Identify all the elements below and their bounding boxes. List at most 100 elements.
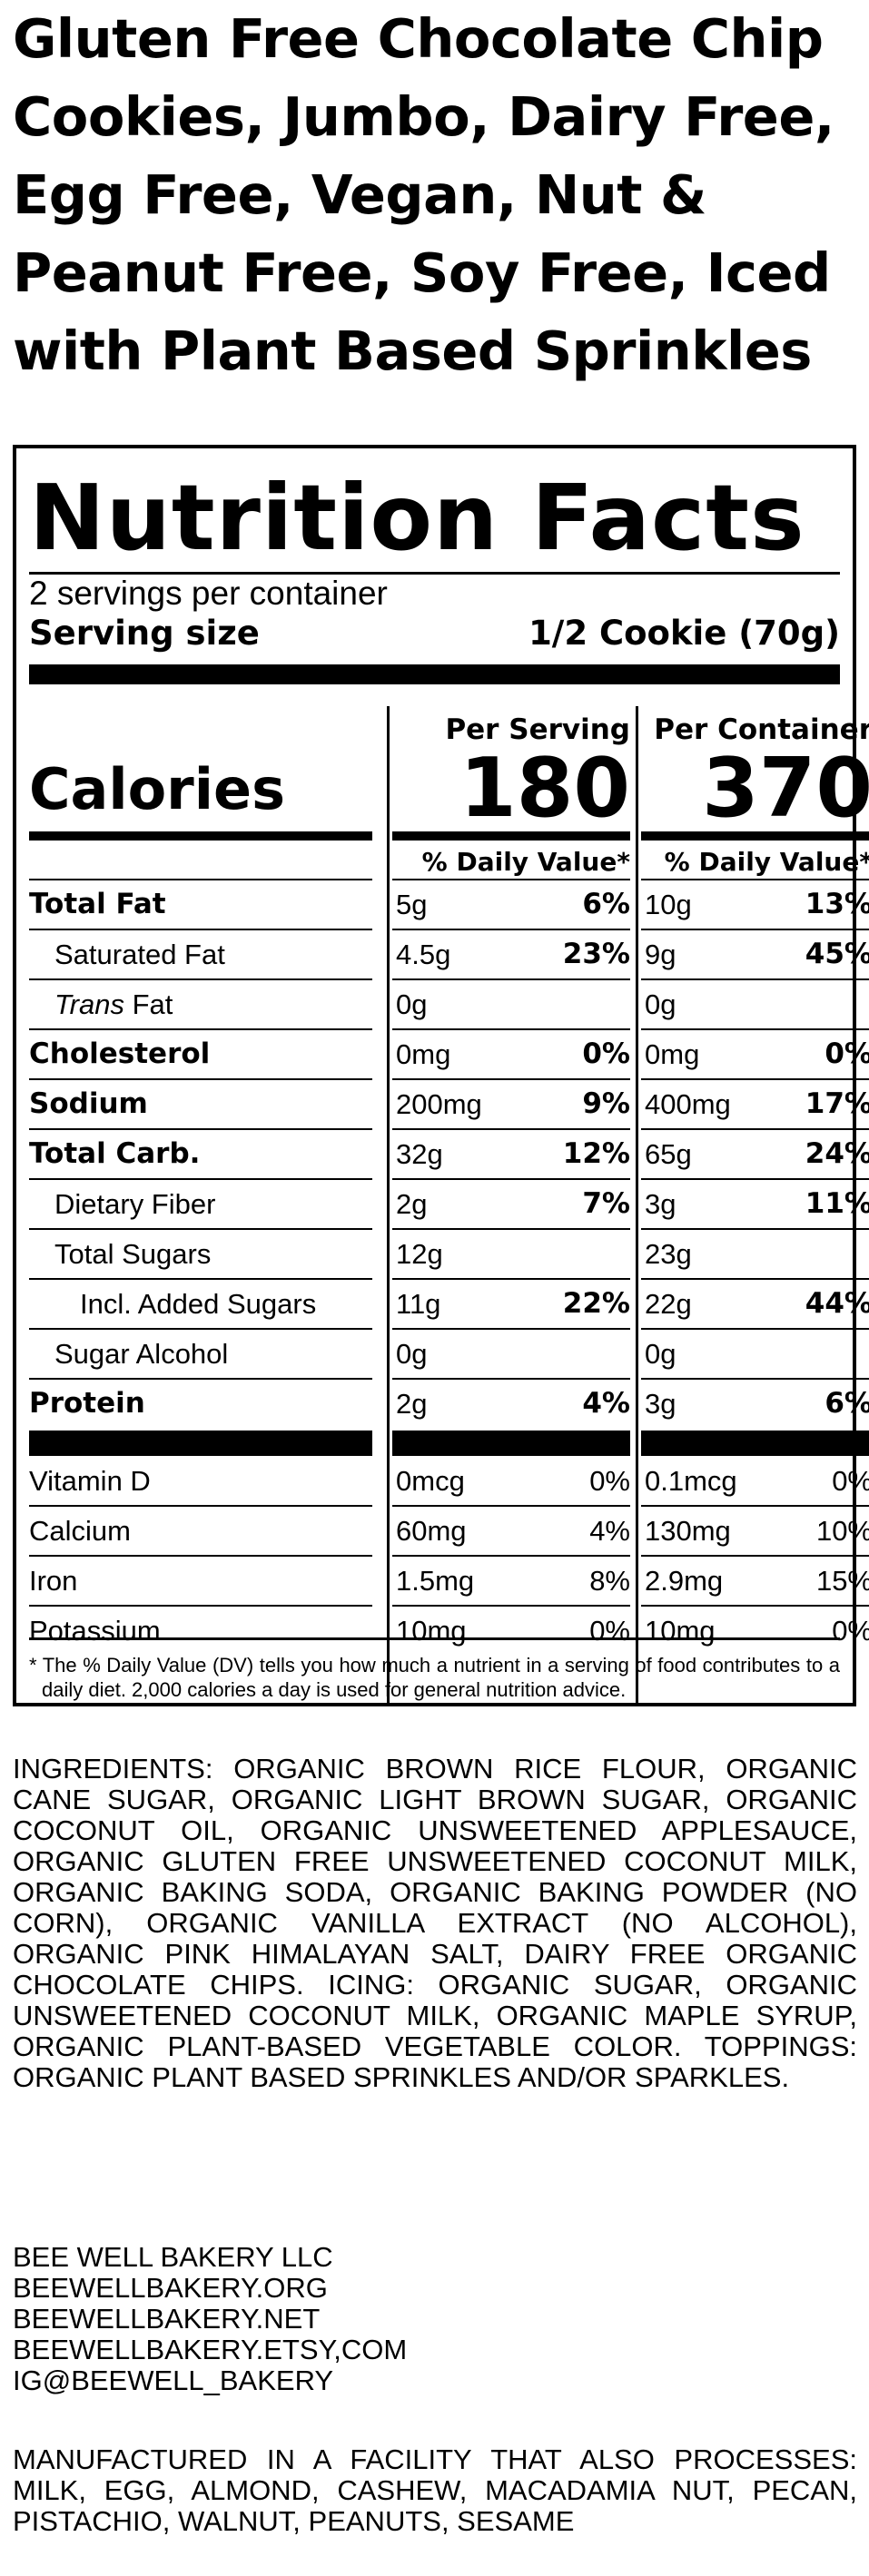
divider: [29, 572, 840, 575]
nutrient-row: Incl. Added Sugars 11g 22% 22g 44%: [29, 1279, 869, 1329]
company-name: BEE WELL BAKERY LLC: [13, 2241, 333, 2273]
container-daily-value: 15%: [815, 1565, 869, 1597]
nutrient-row: Dietary Fiber 2g 7% 3g 11%: [29, 1179, 869, 1229]
row-divider: [392, 1178, 630, 1180]
row-divider: [641, 1128, 869, 1130]
nutrient-row: Total Sugars 12g 23g: [29, 1229, 840, 1279]
nutrition-facts-heading: Nutrition Facts: [29, 465, 805, 571]
nutrition-facts-label: Nutrition Facts 2 servings per container…: [13, 445, 869, 1706]
row-divider: [29, 1605, 372, 1607]
serving-size-value: 1/2 Cookie (70g): [528, 614, 840, 653]
row-divider: [29, 1505, 372, 1507]
container-amount: 3g: [645, 1388, 676, 1420]
serving-daily-value: 6%: [582, 888, 630, 920]
nutrient-name: Total Fat: [29, 888, 166, 920]
website-net: BEEWELLBAKERY.NET: [13, 2303, 321, 2335]
nutrient-name: Sugar Alcohol: [54, 1338, 229, 1370]
product-title: Gluten Free Chocolate Chip Cookies, Jumb…: [13, 7, 834, 382]
row-divider: [641, 1328, 869, 1330]
per-serving-header: Per Serving: [445, 713, 630, 746]
serving-daily-value: 22%: [562, 1287, 630, 1320]
row-divider: [392, 1378, 630, 1380]
nutrient-row: Calcium 60mg 4% 130mg 10%: [29, 1506, 869, 1556]
row-divider: [641, 978, 869, 980]
nutrient-row: Total Fat 5g 6% 10g 13%: [29, 880, 869, 929]
container-amount: 0g: [645, 1338, 676, 1370]
serving-amount: 10mg: [396, 1615, 467, 1647]
nutrient-row: Cholesterol 0mg 0% 0mg 0%: [29, 1029, 869, 1079]
row-divider: [29, 879, 372, 880]
container-amount: 0g: [645, 988, 676, 1020]
row-divider: [392, 1228, 630, 1230]
row-divider: [641, 1178, 869, 1180]
row-divider: [29, 978, 372, 980]
serving-amount: 1.5mg: [396, 1565, 475, 1597]
container-daily-value: 13%: [805, 888, 869, 920]
nutrient-name: Trans Fat: [54, 979, 173, 1029]
row-divider: [641, 1228, 869, 1230]
nutrient-name: Total Carb.: [29, 1137, 201, 1170]
calories-label: Calories: [29, 756, 285, 822]
serving-daily-value: 12%: [562, 1137, 630, 1170]
nutrient-name: Vitamin D: [29, 1465, 151, 1497]
website-org: BEEWELLBAKERY.ORG: [13, 2272, 328, 2304]
serving-daily-value: 0%: [582, 1037, 630, 1070]
column-divider: [387, 706, 390, 1703]
daily-value-header: % Daily Value*: [421, 847, 630, 877]
serving-amount: 0g: [396, 1338, 428, 1370]
row-divider: [29, 1028, 372, 1030]
serving-amount: 0mcg: [396, 1465, 465, 1497]
thick-divider: [29, 664, 840, 684]
serving-daily-value: 23%: [562, 938, 630, 970]
nutrient-name: Dietary Fiber: [54, 1188, 216, 1220]
row-divider: [641, 1555, 869, 1557]
container-amount: 400mg: [645, 1088, 731, 1120]
serving-amount: 2g: [396, 1188, 428, 1220]
daily-value-footnote: * The % Daily Value (DV) tells you how m…: [29, 1654, 840, 1701]
row-divider: [29, 1178, 372, 1180]
container-daily-value: 11%: [805, 1187, 869, 1220]
row-divider: [392, 1278, 630, 1280]
serving-amount: 2g: [396, 1388, 428, 1420]
per-container-header: Per Container: [654, 713, 869, 746]
serving-daily-value: 9%: [582, 1087, 630, 1120]
serving-daily-value: 0%: [589, 1465, 630, 1497]
container-daily-value: 10%: [815, 1515, 869, 1547]
container-daily-value: 0%: [825, 1037, 869, 1070]
serving-amount: 60mg: [396, 1515, 467, 1547]
nutrient-row: Protein 2g 4% 3g 6%: [29, 1379, 869, 1429]
container-amount: 23g: [645, 1238, 692, 1270]
ingredients-text: INGREDIENTS: ORGANIC BROWN RICE FLOUR, O…: [13, 1753, 857, 2093]
row-divider: [392, 1128, 630, 1130]
instagram-handle: IG@BEEWELL_BAKERY: [13, 2365, 334, 2396]
container-amount: 9g: [645, 939, 676, 970]
calories-rule: [641, 831, 869, 841]
nutrient-row: Vitamin D 0mcg 0% 0.1mcg 0%: [29, 1456, 869, 1506]
row-divider: [641, 879, 869, 880]
nutrient-row: Total Carb. 32g 12% 65g 24%: [29, 1129, 869, 1179]
servings-per-container: 2 servings per container: [29, 575, 388, 612]
row-divider: [392, 879, 630, 880]
container-amount: 65g: [645, 1138, 692, 1170]
container-amount: 2.9mg: [645, 1565, 724, 1597]
nutrient-name: Incl. Added Sugars: [80, 1288, 317, 1320]
nutrient-name-italic: Trans: [54, 988, 124, 1020]
row-divider: [392, 1605, 630, 1607]
nutrient-row: Potassium 10mg 0% 10mg 0%: [29, 1606, 869, 1656]
container-amount: 3g: [645, 1188, 676, 1220]
calories-per-serving: 180: [459, 741, 630, 836]
row-divider: [29, 1228, 372, 1230]
thick-divider: [29, 1431, 372, 1456]
nutrient-name-rest: Fat: [123, 988, 173, 1020]
container-amount: 130mg: [645, 1515, 731, 1547]
nutrient-name: Saturated Fat: [54, 939, 225, 970]
row-divider: [392, 1028, 630, 1030]
row-divider: [641, 1028, 869, 1030]
container-amount: 22g: [645, 1288, 692, 1320]
serving-daily-value: 7%: [582, 1187, 630, 1220]
row-divider: [29, 1328, 372, 1330]
row-divider: [29, 1555, 372, 1557]
etsy-shop: BEEWELLBAKERY.ETSY,COM: [13, 2334, 408, 2365]
nutrient-row: Saturated Fat 4.5g 23% 9g 45%: [29, 929, 869, 979]
row-divider: [641, 1078, 869, 1080]
